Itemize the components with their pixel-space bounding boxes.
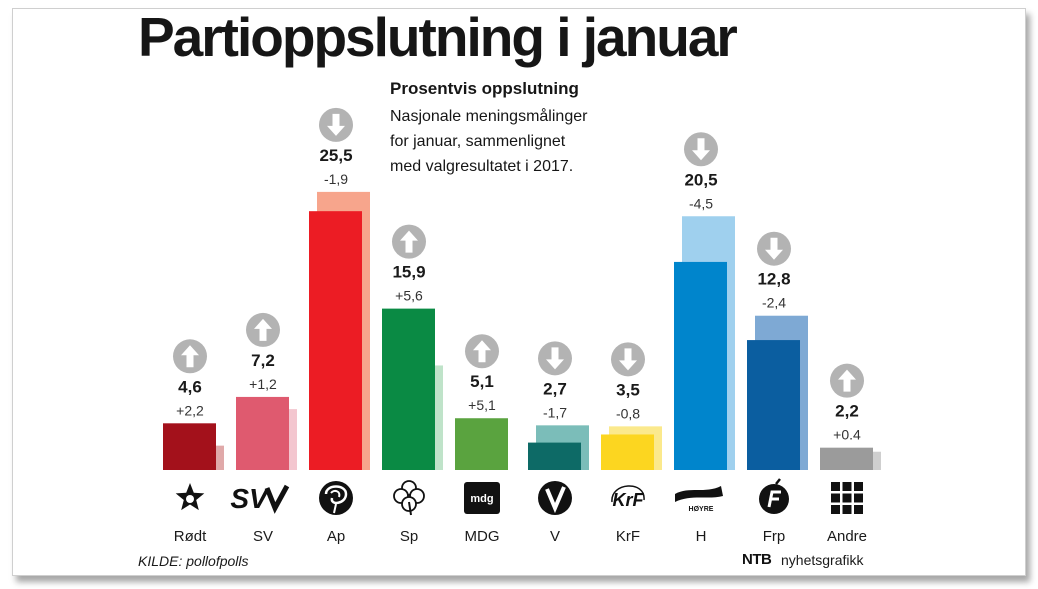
bar-current — [455, 418, 508, 470]
change-label: -0,8 — [616, 405, 640, 421]
bar-current — [236, 396, 289, 470]
arrow-up-icon — [392, 224, 426, 259]
change-label: -1,7 — [543, 404, 567, 420]
change-label: +2,2 — [176, 402, 204, 418]
category-label: KrF — [616, 528, 640, 545]
value-label: 25,5 — [319, 146, 352, 165]
credit-brand: NTB — [742, 551, 772, 568]
category-label: Rødt — [174, 528, 207, 545]
change-label: +5,1 — [468, 397, 496, 413]
bar-group-3: +5,6 15,9 Sp — [382, 224, 443, 545]
clover-icon — [393, 480, 425, 516]
value-label: 15,9 — [392, 263, 425, 282]
arrow-up-icon — [173, 339, 207, 374]
change-label: +0.4 — [833, 427, 861, 443]
description-line: Nasjonale meningsmålinger — [390, 108, 588, 125]
bar-group-4: +5,1 5,1 mdg MDG — [455, 334, 508, 545]
krf-logo-icon: KrF — [611, 485, 645, 510]
credit-text: nyhetsgrafikk — [781, 552, 864, 568]
bar-current — [309, 211, 362, 471]
arrow-up-icon — [246, 312, 280, 347]
rose-icon — [319, 481, 353, 515]
category-label: V — [550, 528, 560, 545]
value-label: 4,6 — [178, 377, 202, 396]
bar-current — [674, 261, 727, 470]
source-note: KILDE: pollofpolls — [138, 553, 249, 569]
krf-logo-text: KrF — [613, 490, 645, 510]
mdg-logo-icon: mdg — [464, 482, 500, 514]
value-label: 12,8 — [757, 270, 790, 289]
bar-group-8: -2,4 12,8 Frp — [747, 231, 808, 545]
category-label: Sp — [400, 528, 418, 545]
v-logo-icon — [538, 481, 572, 515]
bar-group-5: -1,7 2,7 V — [528, 341, 589, 545]
sv-logo-icon: SV — [230, 483, 290, 514]
bar-current — [382, 308, 435, 470]
hoyre-logo-icon: HØYRE — [675, 486, 723, 513]
sv-logo-text: SV — [230, 483, 270, 514]
arrow-up-icon — [465, 334, 499, 369]
arrow-down-icon — [684, 132, 718, 167]
mdg-logo-text: mdg — [470, 493, 493, 505]
value-label: 7,2 — [251, 351, 275, 370]
description-line: for januar, sammenlignet — [390, 133, 566, 150]
category-label: Andre — [827, 528, 867, 545]
arrow-down-icon — [538, 341, 572, 376]
chart-subtitle: Prosentvis oppslutning — [390, 79, 579, 98]
category-label: H — [696, 528, 707, 545]
bar-group-7: -4,5 20,5 HØYRE H — [674, 132, 735, 545]
change-label: +1,2 — [249, 376, 277, 392]
value-label: 5,1 — [470, 372, 494, 391]
bar-group-6: -0,8 3,5 KrF KrF — [601, 342, 662, 545]
value-label: 2,2 — [835, 402, 859, 421]
arrow-up-icon — [830, 363, 864, 398]
star-icon — [175, 483, 205, 511]
chart-card — [12, 8, 1026, 576]
grid-icon — [831, 482, 863, 514]
bar-current — [163, 423, 216, 470]
arrow-down-icon — [611, 342, 645, 377]
bar-group-9: +0.4 2,2 Andre — [820, 363, 881, 545]
bar-current — [601, 434, 654, 470]
change-label: -4,5 — [689, 195, 713, 211]
value-label: 3,5 — [616, 380, 640, 399]
change-label: -2,4 — [762, 295, 786, 311]
bar-group-2: -1,9 25,5 Ap — [309, 107, 370, 545]
bar-current — [528, 442, 581, 470]
category-label: Frp — [763, 528, 786, 545]
chart-title: Partioppslutning i januar — [138, 6, 738, 68]
description-line: med valgresultatet i 2017. — [390, 158, 574, 175]
value-label: 2,7 — [543, 379, 567, 398]
category-label: SV — [253, 528, 273, 545]
hoyre-logo-text: HØYRE — [689, 506, 714, 513]
frp-logo-icon — [759, 478, 789, 514]
arrow-down-icon — [319, 107, 353, 142]
arrow-down-icon — [757, 231, 791, 266]
bar-group-0: +2,2 4,6 Rødt — [163, 339, 224, 545]
bar-current — [820, 447, 873, 470]
category-label: MDG — [465, 528, 500, 545]
bar-group-1: +1,2 7,2 SV SV — [230, 312, 297, 545]
change-label: +5,6 — [395, 288, 423, 304]
category-label: Ap — [327, 528, 345, 545]
change-label: -1,9 — [324, 171, 348, 187]
bar-current — [747, 340, 800, 470]
value-label: 20,5 — [684, 170, 717, 189]
